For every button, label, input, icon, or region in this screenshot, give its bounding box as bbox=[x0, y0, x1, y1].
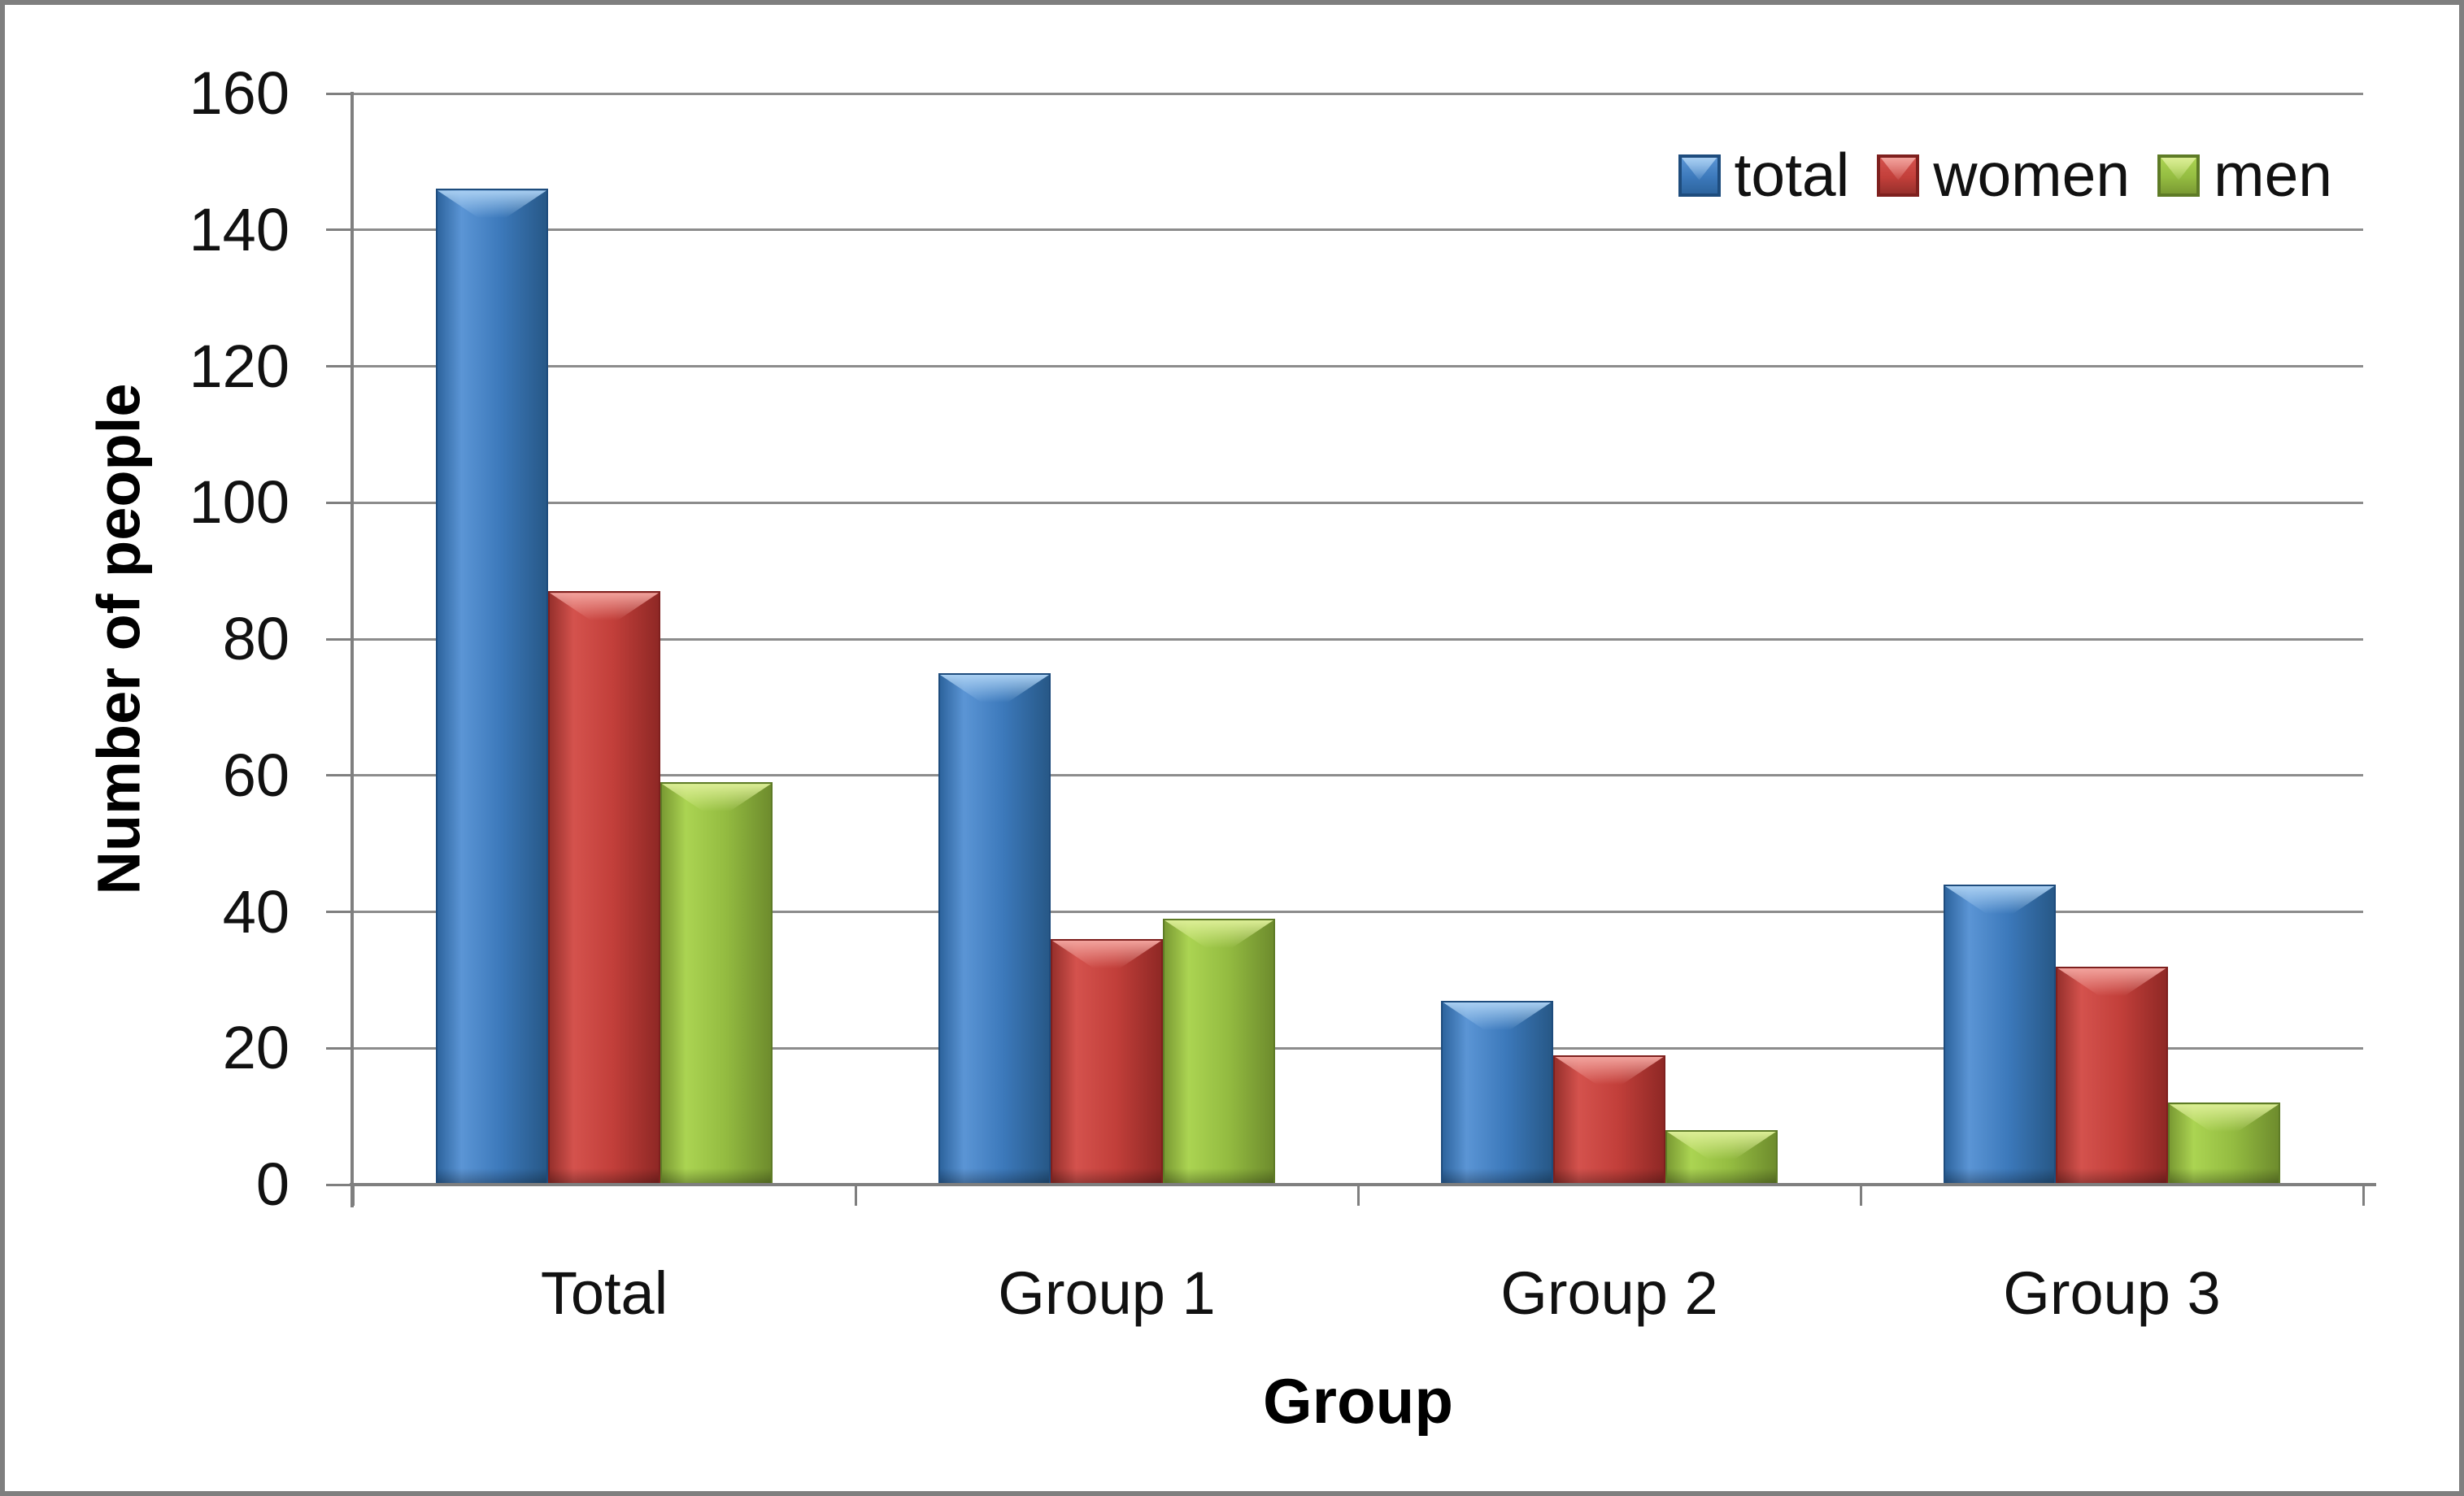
bar-chart: Number of people 0 20 40 60 80 100 120 140 160 T… bbox=[5, 5, 2459, 1491]
y-tick-label: 160 bbox=[189, 59, 289, 127]
y-tick-label: 120 bbox=[189, 332, 289, 400]
gridline bbox=[353, 365, 2363, 367]
bar-total-group-2 bbox=[1441, 1000, 1553, 1185]
legend: total women men bbox=[1678, 145, 2332, 206]
legend-swatch-icon bbox=[1877, 154, 1920, 197]
gridline bbox=[353, 1046, 2363, 1050]
y-tick-label: 0 bbox=[255, 1150, 289, 1218]
x-category-label: Total bbox=[540, 1259, 668, 1327]
bar-women-group-1 bbox=[1051, 939, 1163, 1185]
y-axis-tick bbox=[326, 774, 352, 777]
y-tick-label: 140 bbox=[189, 195, 289, 263]
legend-label: women bbox=[1933, 141, 2131, 209]
legend-label: men bbox=[2214, 141, 2332, 209]
y-axis-tick bbox=[326, 365, 352, 367]
legend-item-total: total bbox=[1678, 141, 1850, 209]
y-axis-tick bbox=[326, 637, 352, 641]
y-axis-line bbox=[350, 92, 354, 1207]
y-tick-label: 80 bbox=[222, 605, 289, 672]
gridline bbox=[353, 92, 2363, 95]
legend-item-men: men bbox=[2157, 145, 2332, 206]
y-axis-tick bbox=[326, 92, 352, 95]
bar-men-group-2 bbox=[1665, 1129, 1778, 1185]
x-axis-line bbox=[350, 1183, 2376, 1186]
legend-label: total bbox=[1734, 141, 1850, 209]
gridline bbox=[353, 501, 2363, 504]
x-axis-title: Group bbox=[1263, 1365, 1453, 1437]
y-axis-tick bbox=[326, 911, 352, 913]
y-tick-label: 100 bbox=[189, 468, 289, 537]
gridline bbox=[353, 911, 2363, 913]
x-axis-tick bbox=[1859, 1185, 1862, 1206]
legend-item-women: women bbox=[1877, 145, 2130, 206]
bar-men-group-3 bbox=[2168, 1102, 2280, 1185]
x-axis-tick bbox=[1356, 1185, 1360, 1206]
gridline bbox=[353, 637, 2363, 641]
bar-women-total bbox=[548, 591, 660, 1185]
x-category-label: Group 2 bbox=[1500, 1259, 1718, 1327]
x-axis-tick bbox=[351, 1185, 355, 1206]
bar-women-group-3 bbox=[2056, 966, 2168, 1185]
y-tick-label: 20 bbox=[222, 1014, 289, 1082]
bar-women-group-2 bbox=[1553, 1055, 1665, 1185]
x-axis-tick bbox=[854, 1185, 857, 1206]
y-axis-tick bbox=[326, 1183, 352, 1186]
y-axis-tick bbox=[326, 501, 352, 504]
x-axis-tick bbox=[2362, 1185, 2365, 1206]
bar-total-group-3 bbox=[1944, 884, 2056, 1185]
y-tick-label: 60 bbox=[222, 741, 289, 809]
y-tick-label: 40 bbox=[222, 877, 289, 946]
y-axis-tick bbox=[326, 1046, 352, 1050]
gridline bbox=[353, 228, 2363, 232]
plot-area bbox=[353, 92, 2363, 1185]
bar-men-total bbox=[660, 782, 773, 1185]
x-category-label: Group 1 bbox=[998, 1259, 1216, 1327]
legend-swatch-icon bbox=[1678, 154, 1721, 197]
gridline bbox=[353, 774, 2363, 777]
y-axis-tick bbox=[326, 228, 352, 232]
bar-total-group-1 bbox=[938, 672, 1051, 1185]
x-category-label: Group 3 bbox=[2003, 1259, 2221, 1327]
legend-swatch-icon bbox=[2157, 154, 2201, 197]
bar-total-total bbox=[436, 189, 548, 1185]
bar-men-group-1 bbox=[1163, 918, 1275, 1185]
